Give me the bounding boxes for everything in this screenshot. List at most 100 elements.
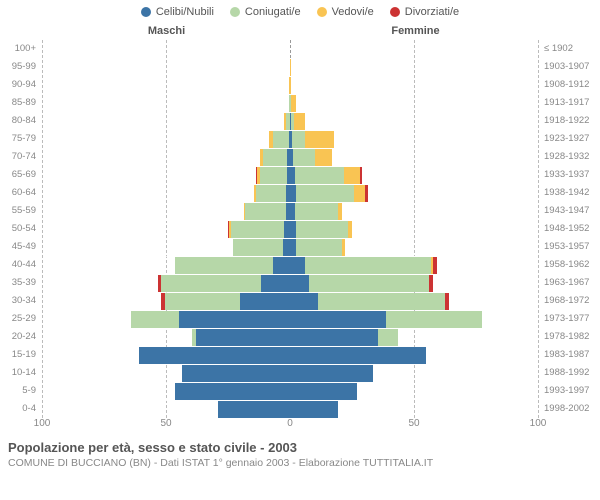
bar-segment xyxy=(260,167,288,184)
bar xyxy=(290,346,474,364)
birth-label: 1953-1957 xyxy=(540,238,600,256)
female-half xyxy=(290,364,538,382)
bar-segment xyxy=(386,311,482,328)
bar xyxy=(111,292,290,310)
age-label: 50-54 xyxy=(0,220,40,238)
birth-label: 1993-1997 xyxy=(540,382,600,400)
birth-label: 1978-1982 xyxy=(540,328,600,346)
male-half xyxy=(42,274,290,292)
birth-label: 1943-1947 xyxy=(540,202,600,220)
bar-segment xyxy=(305,131,334,148)
age-label: 20-24 xyxy=(0,328,40,346)
legend-item: Divorziati/e xyxy=(390,6,459,18)
bar-segment xyxy=(263,149,287,166)
pyramid-row xyxy=(42,274,538,292)
bar-segment xyxy=(161,275,261,292)
pyramid-row xyxy=(42,400,538,418)
bar-segment xyxy=(290,311,386,328)
column-headers: Maschi Femmine xyxy=(0,22,600,40)
bar-segment xyxy=(165,293,240,310)
bar xyxy=(290,148,392,166)
footer: Popolazione per età, sesso e stato civil… xyxy=(0,434,600,469)
age-label: 85-89 xyxy=(0,94,40,112)
bar xyxy=(198,166,290,184)
pyramid-row xyxy=(42,328,538,346)
age-label: 75-79 xyxy=(0,130,40,148)
bar-segment xyxy=(290,365,373,382)
bar-segment xyxy=(240,293,290,310)
female-half xyxy=(290,328,538,346)
bar-segment xyxy=(309,275,430,292)
bar-segment xyxy=(429,275,433,292)
bar-segment xyxy=(175,257,273,274)
legend-item: Vedovi/e xyxy=(317,6,374,18)
pyramid-row xyxy=(42,220,538,238)
bar xyxy=(278,76,290,94)
birth-label: ≤ 1902 xyxy=(540,40,600,58)
female-half xyxy=(290,202,538,220)
bar-segment xyxy=(296,239,343,256)
birth-label: 1913-1917 xyxy=(540,94,600,112)
bar xyxy=(121,382,290,400)
pyramid-row xyxy=(42,130,538,148)
bar-segment xyxy=(182,365,290,382)
bar-segment xyxy=(294,113,305,130)
bar-segment xyxy=(290,383,357,400)
pyramid-row xyxy=(42,292,538,310)
bar-segment xyxy=(293,149,315,166)
bar-segment xyxy=(290,329,378,346)
male-half xyxy=(42,58,290,76)
chart-title: Popolazione per età, sesso e stato civil… xyxy=(8,440,592,455)
pyramid-row xyxy=(42,238,538,256)
birth-label: 1918-1922 xyxy=(540,112,600,130)
bar xyxy=(273,94,290,112)
bar-segment xyxy=(296,221,348,238)
age-label: 70-74 xyxy=(0,148,40,166)
pyramid-row xyxy=(42,58,538,76)
bar-segment xyxy=(290,293,318,310)
male-half xyxy=(42,40,290,58)
pyramid-row xyxy=(42,310,538,328)
legend-swatch xyxy=(390,7,400,17)
female-half xyxy=(290,220,538,238)
pyramid-row xyxy=(42,202,538,220)
age-label: 25-29 xyxy=(0,310,40,328)
pyramid-row xyxy=(42,76,538,94)
pyramid-row xyxy=(42,40,538,58)
age-label: 0-4 xyxy=(0,400,40,418)
age-label: 40-44 xyxy=(0,256,40,274)
bar xyxy=(290,112,352,130)
bar xyxy=(156,400,290,418)
bar-segment xyxy=(139,347,290,364)
bar-segment xyxy=(344,167,360,184)
bar xyxy=(290,328,454,346)
birth-label: 1968-1972 xyxy=(540,292,600,310)
bar xyxy=(290,58,295,76)
bar xyxy=(290,130,394,148)
bar-segment xyxy=(231,221,284,238)
bar xyxy=(290,256,481,274)
x-tick: 50 xyxy=(408,418,419,429)
age-label: 5-9 xyxy=(0,382,40,400)
bar xyxy=(290,184,429,202)
bar-segment xyxy=(273,257,290,274)
age-label: 10-14 xyxy=(0,364,40,382)
bar-segment xyxy=(354,185,365,202)
bar xyxy=(290,166,424,184)
bar-segment xyxy=(295,203,338,220)
bar xyxy=(126,364,290,382)
birth-label: 1938-1942 xyxy=(540,184,600,202)
bar xyxy=(121,256,290,274)
age-label: 55-59 xyxy=(0,202,40,220)
female-half xyxy=(290,184,538,202)
x-axis: 10050050100 xyxy=(42,418,538,434)
legend-swatch xyxy=(141,7,151,17)
female-half xyxy=(290,76,538,94)
x-tick: 0 xyxy=(287,418,293,429)
age-label: 80-84 xyxy=(0,112,40,130)
bar-segment xyxy=(290,401,338,418)
female-half xyxy=(290,346,538,364)
bar-segment xyxy=(256,185,286,202)
pyramid-row xyxy=(42,382,538,400)
age-label: 35-39 xyxy=(0,274,40,292)
